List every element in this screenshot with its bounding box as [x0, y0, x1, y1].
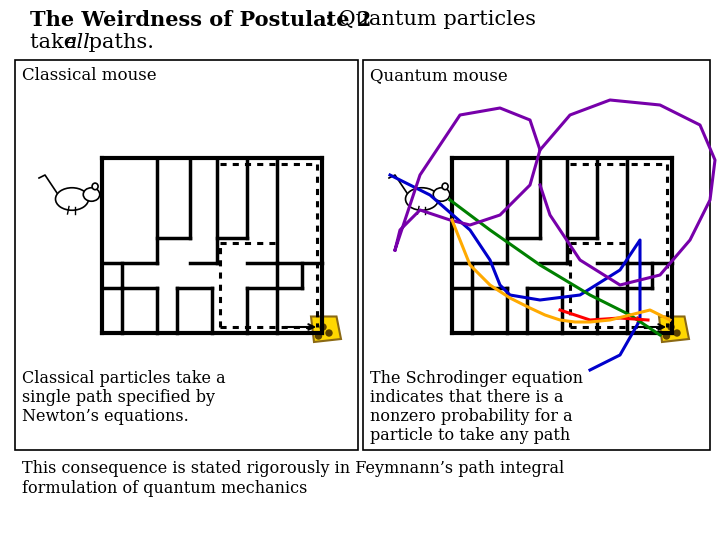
Text: single path specified by: single path specified by [22, 389, 215, 406]
Text: all: all [64, 33, 90, 52]
Ellipse shape [433, 188, 450, 201]
Circle shape [664, 333, 670, 339]
Bar [363, 60, 710, 450]
Text: Quantum mouse: Quantum mouse [370, 67, 508, 84]
Text: particle to take any path: particle to take any path [370, 427, 570, 444]
Text: : Quantum particles: : Quantum particles [325, 10, 536, 29]
Ellipse shape [442, 183, 448, 190]
Text: take: take [30, 33, 83, 52]
Text: The Schrodinger equation: The Schrodinger equation [370, 370, 583, 387]
Ellipse shape [55, 188, 89, 210]
Circle shape [326, 330, 332, 336]
Bar [15, 60, 358, 450]
Circle shape [668, 324, 674, 330]
Text: Newton’s equations.: Newton’s equations. [22, 408, 189, 425]
Polygon shape [311, 316, 341, 342]
Text: Classical mouse: Classical mouse [22, 67, 157, 84]
Text: This consequence is stated rigorously in Feymnann’s path integral: This consequence is stated rigorously in… [22, 460, 564, 477]
Text: Classical particles take a: Classical particles take a [22, 370, 225, 387]
Ellipse shape [92, 183, 98, 190]
Ellipse shape [405, 188, 438, 210]
Text: paths.: paths. [82, 33, 154, 52]
Text: The Weirdness of Postulate 2: The Weirdness of Postulate 2 [30, 10, 372, 30]
Ellipse shape [84, 188, 100, 201]
Circle shape [320, 324, 326, 330]
Circle shape [674, 330, 680, 336]
Text: indicates that there is a: indicates that there is a [370, 389, 564, 406]
Text: formulation of quantum mechanics: formulation of quantum mechanics [22, 480, 307, 497]
Polygon shape [659, 316, 689, 342]
Text: nonzero probability for a: nonzero probability for a [370, 408, 572, 425]
Circle shape [315, 333, 322, 339]
